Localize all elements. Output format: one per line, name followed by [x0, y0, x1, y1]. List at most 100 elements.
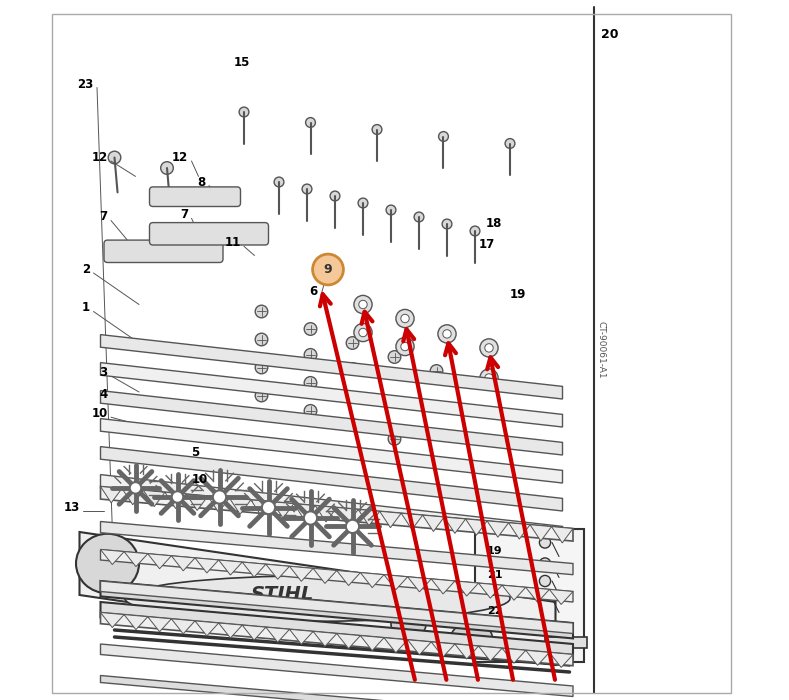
Circle shape: [129, 482, 141, 493]
Circle shape: [484, 374, 493, 382]
Polygon shape: [208, 496, 230, 512]
Polygon shape: [549, 589, 573, 604]
Polygon shape: [100, 486, 122, 503]
Polygon shape: [144, 490, 165, 507]
Circle shape: [305, 405, 317, 417]
Polygon shape: [466, 519, 487, 536]
Circle shape: [346, 519, 359, 533]
Circle shape: [221, 191, 232, 202]
Circle shape: [346, 337, 359, 349]
Polygon shape: [100, 522, 573, 575]
Circle shape: [439, 132, 448, 141]
Polygon shape: [100, 550, 573, 602]
Circle shape: [359, 328, 367, 337]
Polygon shape: [272, 502, 294, 518]
Polygon shape: [100, 419, 563, 483]
Circle shape: [346, 363, 359, 375]
Polygon shape: [100, 581, 573, 638]
Text: 13: 13: [63, 501, 80, 514]
Circle shape: [442, 219, 452, 229]
Circle shape: [255, 361, 267, 374]
Polygon shape: [242, 625, 266, 640]
Bar: [475, 528, 584, 662]
Circle shape: [388, 433, 401, 445]
Circle shape: [386, 205, 396, 215]
Polygon shape: [148, 554, 171, 568]
Text: 4: 4: [99, 388, 107, 400]
Polygon shape: [361, 573, 384, 588]
Polygon shape: [313, 568, 337, 584]
Polygon shape: [100, 612, 573, 666]
Polygon shape: [100, 676, 573, 700]
Circle shape: [255, 305, 267, 318]
Circle shape: [158, 191, 169, 202]
Circle shape: [262, 501, 275, 514]
Circle shape: [480, 339, 498, 357]
Circle shape: [505, 139, 515, 148]
Text: CT-90061-A1: CT-90061-A1: [596, 321, 605, 379]
Polygon shape: [251, 500, 272, 516]
Circle shape: [346, 419, 359, 431]
Text: 23: 23: [77, 78, 94, 90]
Polygon shape: [266, 564, 290, 580]
Text: 10: 10: [192, 473, 208, 486]
FancyBboxPatch shape: [104, 240, 223, 262]
Text: 21: 21: [487, 570, 503, 580]
Text: 5: 5: [192, 447, 200, 459]
Circle shape: [470, 226, 480, 236]
Text: 19: 19: [487, 546, 503, 556]
Text: 15: 15: [234, 57, 250, 69]
Polygon shape: [337, 634, 361, 648]
Circle shape: [358, 198, 368, 208]
Polygon shape: [525, 650, 549, 665]
Polygon shape: [455, 581, 478, 596]
Polygon shape: [444, 517, 466, 533]
Polygon shape: [455, 644, 478, 659]
Polygon shape: [100, 581, 573, 634]
Circle shape: [305, 323, 317, 335]
Polygon shape: [487, 521, 509, 537]
Text: 12: 12: [172, 151, 188, 164]
Ellipse shape: [451, 623, 492, 654]
Circle shape: [330, 191, 340, 201]
Circle shape: [388, 351, 401, 363]
Circle shape: [540, 575, 551, 587]
Polygon shape: [380, 511, 401, 528]
Polygon shape: [478, 646, 502, 661]
Polygon shape: [219, 560, 242, 575]
Circle shape: [396, 337, 414, 356]
Text: STIHL: STIHL: [251, 585, 314, 605]
Circle shape: [255, 333, 267, 346]
Text: 12: 12: [92, 151, 107, 164]
Polygon shape: [171, 556, 195, 571]
Polygon shape: [195, 621, 219, 636]
Circle shape: [354, 323, 372, 342]
Circle shape: [480, 369, 498, 387]
Circle shape: [396, 309, 414, 328]
Circle shape: [443, 330, 451, 338]
Circle shape: [161, 162, 174, 174]
Polygon shape: [124, 552, 148, 567]
Text: 3: 3: [99, 366, 107, 379]
Polygon shape: [401, 513, 423, 530]
Circle shape: [204, 246, 215, 257]
Circle shape: [540, 537, 551, 548]
Text: 7: 7: [99, 211, 107, 223]
Polygon shape: [337, 570, 361, 585]
Circle shape: [255, 389, 267, 402]
Text: 7: 7: [180, 209, 188, 221]
Polygon shape: [408, 577, 432, 592]
Polygon shape: [502, 585, 525, 600]
Circle shape: [239, 107, 249, 117]
Polygon shape: [384, 575, 408, 589]
Text: 6: 6: [309, 286, 317, 298]
Circle shape: [249, 228, 260, 239]
Circle shape: [172, 491, 183, 503]
Polygon shape: [509, 523, 530, 539]
Polygon shape: [294, 504, 316, 520]
Circle shape: [438, 325, 456, 343]
Circle shape: [540, 593, 551, 604]
Polygon shape: [100, 447, 563, 511]
Circle shape: [372, 125, 382, 134]
Polygon shape: [242, 562, 266, 577]
